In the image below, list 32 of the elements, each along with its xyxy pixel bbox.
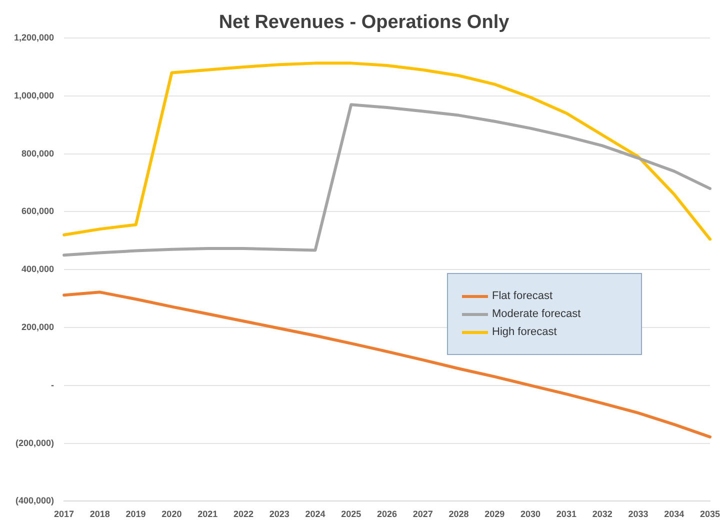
x-tick-label: 2022 — [233, 509, 254, 520]
x-tick-label: 2026 — [377, 509, 398, 520]
x-tick-label: 2017 — [54, 509, 74, 520]
y-tick-label: 1,200,000 — [14, 32, 54, 42]
y-tick-label: 800,000 — [21, 148, 54, 158]
legend-label: Flat forecast — [492, 290, 553, 302]
x-tick-label: 2035 — [700, 509, 720, 520]
chart-title: Net Revenues - Operations Only — [218, 12, 510, 34]
x-tick-label: 2033 — [628, 509, 648, 520]
x-tick-label: 2030 — [520, 509, 541, 520]
x-tick-label: 2021 — [198, 509, 218, 520]
x-tick-label: 2024 — [305, 509, 326, 520]
x-tick-label: 2023 — [269, 509, 290, 520]
x-tick-label: 2018 — [90, 509, 110, 520]
x-tick-label: 2019 — [126, 509, 146, 520]
x-tick-label: 2027 — [412, 509, 433, 520]
x-tick-label: 2029 — [484, 509, 505, 520]
y-tick-label: (400,000) — [16, 496, 54, 506]
x-tick-label: 2032 — [592, 509, 612, 520]
x-tick-label: 2020 — [162, 509, 182, 520]
x-tick-label: 2031 — [556, 509, 576, 520]
y-tick-label: 400,000 — [21, 264, 54, 274]
legend-label: Moderate forecast — [492, 308, 581, 320]
y-tick-label: 1,000,000 — [14, 90, 54, 100]
y-tick-label: 200,000 — [21, 322, 54, 332]
y-tick-label: - — [51, 380, 54, 390]
y-tick-label: 600,000 — [21, 206, 54, 216]
x-tick-label: 2034 — [664, 509, 684, 520]
y-tick-label: (200,000) — [16, 438, 54, 448]
legend-label: High forecast — [492, 326, 557, 338]
x-tick-label: 2025 — [341, 509, 362, 520]
x-tick-label: 2028 — [448, 509, 469, 520]
